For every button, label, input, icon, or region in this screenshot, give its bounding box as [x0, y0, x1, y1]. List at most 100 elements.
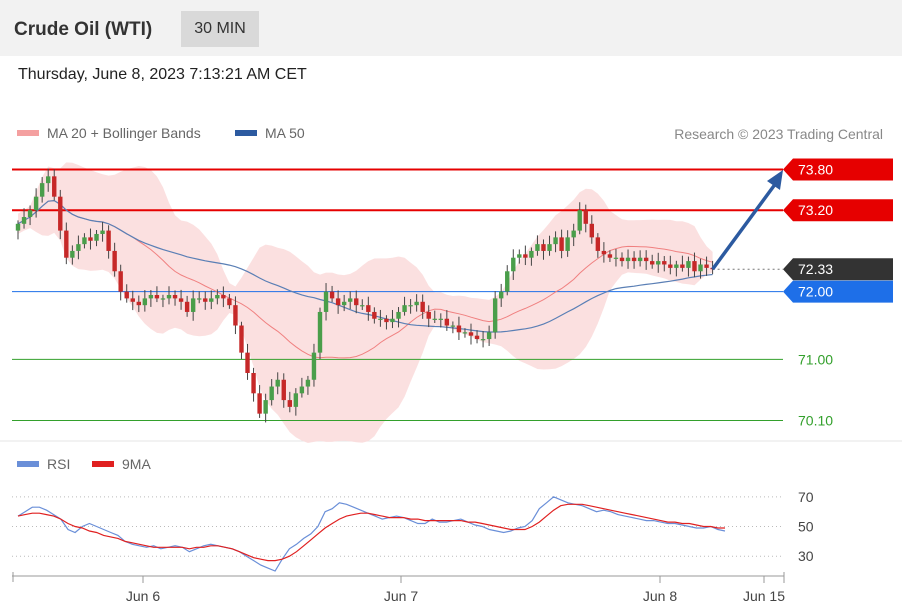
- candle-body: [281, 379, 286, 401]
- candle-body: [130, 298, 135, 302]
- candle-body: [595, 237, 601, 251]
- candle-body: [450, 325, 456, 327]
- x-tick-label-0: Jun 6: [126, 588, 160, 604]
- candle-body: [601, 250, 607, 255]
- candle-body: [541, 244, 546, 251]
- level-tag-shape-0: [783, 158, 893, 181]
- candle-body: [106, 230, 111, 251]
- candle-body: [64, 230, 69, 258]
- rsi-level-label-2: 30: [798, 548, 814, 564]
- candle-body: [160, 298, 166, 300]
- candle-body: [70, 250, 75, 258]
- candle-body: [583, 210, 588, 224]
- candle-body: [172, 295, 178, 299]
- candle-body: [396, 311, 401, 319]
- level-tag-1: 73.20: [783, 199, 893, 222]
- level-tag-3: 72.00: [783, 280, 893, 303]
- candle-body: [650, 261, 655, 265]
- timeframe-button[interactable]: 30 MIN: [181, 11, 259, 47]
- candle-body: [360, 305, 365, 307]
- candle-body: [619, 257, 625, 262]
- candle-body: [505, 271, 510, 292]
- candle-body: [662, 261, 667, 265]
- candle-body: [378, 318, 383, 320]
- candle-body: [317, 311, 323, 353]
- level-tag-label-2: 72.33: [798, 261, 833, 277]
- level-tag-shape-2: [783, 258, 893, 281]
- candle-body: [511, 257, 516, 272]
- candle-body: [251, 372, 256, 394]
- legend-ma50-label: MA 50: [265, 125, 305, 141]
- support-label-5: 70.10: [798, 412, 833, 428]
- candle-body: [553, 237, 558, 245]
- candle-body: [547, 244, 552, 251]
- candle-body: [625, 257, 631, 262]
- legend-rsi-label: RSI: [47, 456, 71, 472]
- legend-ma50: MA 50: [235, 125, 305, 141]
- candle-body: [88, 237, 93, 241]
- candle-body: [366, 305, 371, 312]
- x-tick-label-1: Jun 7: [384, 588, 418, 604]
- candle-body: [178, 298, 184, 302]
- candle-body: [257, 393, 262, 414]
- candle-body: [52, 176, 57, 197]
- candle-body: [492, 298, 498, 333]
- candle-body: [305, 379, 311, 387]
- candle-body: [46, 176, 51, 184]
- legend-ma20: MA 20 + Bollinger Bands: [17, 125, 201, 141]
- candle-body: [643, 257, 649, 262]
- candle-body: [402, 305, 407, 312]
- legend-ma20-label: MA 20 + Bollinger Bands: [47, 125, 201, 141]
- candle-body: [438, 318, 443, 320]
- candle-body: [39, 183, 45, 197]
- candle-body: [456, 325, 462, 333]
- candle-body: [631, 257, 637, 262]
- candle-body: [384, 318, 389, 323]
- candle-body: [287, 400, 292, 407]
- level-tag-label-1: 73.20: [798, 202, 833, 218]
- candle-body: [118, 271, 123, 292]
- level-tag-label-0: 73.80: [798, 162, 833, 178]
- candle-body: [275, 379, 280, 387]
- candle-body: [112, 250, 117, 272]
- candle-body: [27, 210, 33, 218]
- candle-body: [323, 291, 329, 312]
- candle-body: [148, 295, 154, 299]
- candle-body: [154, 295, 160, 299]
- candle-body: [341, 301, 347, 306]
- candle-body: [269, 386, 274, 401]
- candle-body: [444, 318, 450, 326]
- candle-body: [263, 400, 268, 414]
- candle-body: [607, 254, 613, 258]
- candle-body: [354, 298, 359, 306]
- candle-body: [565, 237, 570, 251]
- timestamp: Thursday, June 8, 2023 7:13:21 AM CET: [18, 66, 307, 83]
- candle-body: [474, 335, 480, 340]
- candle-body: [577, 210, 582, 231]
- candle-body: [680, 264, 685, 268]
- candle-body: [239, 325, 244, 353]
- candle-body: [468, 332, 474, 336]
- candle-body: [589, 223, 594, 238]
- x-tick-label-2: Jun 8: [643, 588, 677, 604]
- candle-body: [190, 298, 196, 312]
- forecast-arrow-head: [767, 170, 783, 190]
- candle-body: [184, 301, 190, 312]
- candle-body: [517, 254, 522, 258]
- candle-body: [668, 264, 673, 268]
- candle-body: [215, 295, 220, 299]
- candle-body: [335, 298, 341, 306]
- candle-body: [94, 233, 99, 241]
- candle-body: [299, 386, 305, 394]
- rsi-line: [17, 496, 726, 572]
- candle-body: [311, 352, 317, 380]
- candle-body: [76, 244, 81, 251]
- candle-body: [698, 264, 703, 272]
- candle-body: [227, 298, 232, 306]
- candle-body: [245, 352, 250, 373]
- candle-body: [480, 339, 486, 341]
- rsi-level-label-0: 70: [798, 489, 814, 505]
- candle-body: [82, 237, 87, 245]
- candle-body: [414, 301, 419, 306]
